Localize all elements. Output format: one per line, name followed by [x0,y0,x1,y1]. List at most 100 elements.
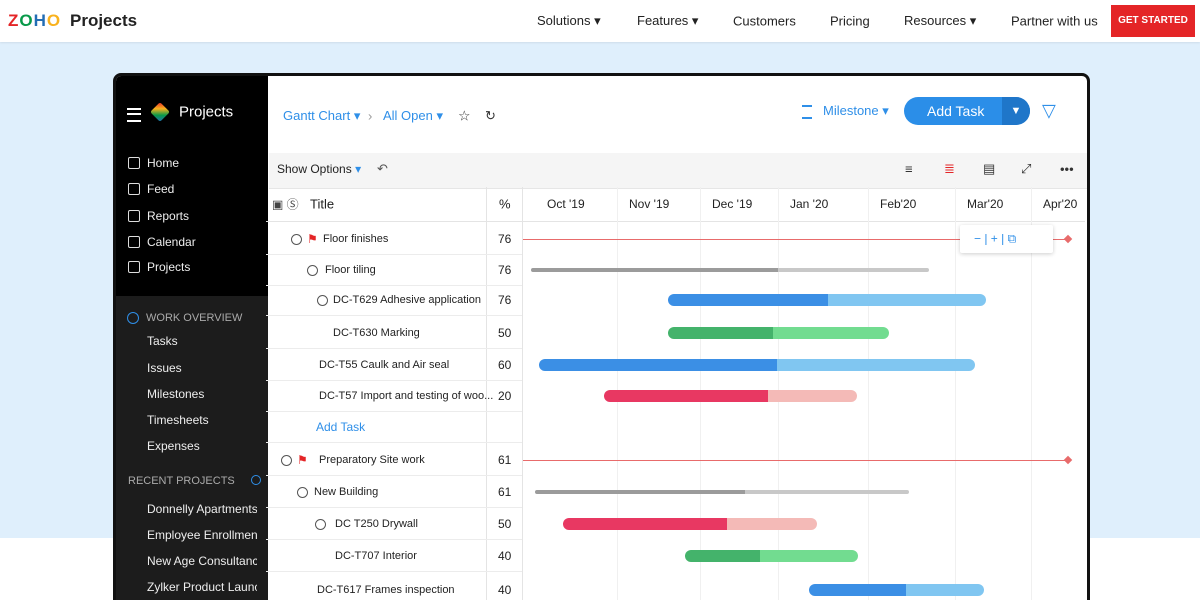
nav-item[interactable]: Customers [733,13,796,29]
add-task-link[interactable]: Add Task [316,420,366,434]
project-item[interactable]: Employee Enrollment [147,528,257,542]
task-title[interactable]: Floor finishes [323,233,389,245]
milestone-icon [802,105,812,119]
undo-icon[interactable]: ↶ [377,161,388,176]
task-bar[interactable] [539,359,975,371]
toolbar-icon[interactable]: ≣ [944,161,955,176]
toolbar-icon[interactable]: ≡ [905,161,913,177]
task-title[interactable]: DC-T57 Import and testing of woo... [319,390,494,402]
show-options[interactable]: Show Options ▾ [277,162,362,176]
menu-icon [128,183,140,195]
task-title[interactable]: DC-T707 Interior [335,550,417,562]
task-title[interactable]: DC-T55 Caulk and Air seal [319,359,450,371]
menu-icon [128,261,140,273]
collapse-icon[interactable] [281,455,292,466]
caret: ▾ [590,13,601,28]
toolbar-icon[interactable]: ⤢ [1021,161,1032,176]
search-icon[interactable] [251,475,261,485]
project-item[interactable]: New Age Consultancy [147,554,257,568]
toolbar-icon[interactable]: ▤ [983,161,996,176]
task-bar[interactable] [685,550,858,562]
month-label: Dec '19 [712,197,753,211]
sidebar-bottom [116,296,268,600]
star-icon[interactable]: ☆ [458,107,471,124]
add-task-dropdown[interactable]: ▼ [1002,97,1030,125]
milestone-select[interactable]: Milestone ▾ [823,103,889,118]
add-task-label[interactable]: Add Task [927,103,985,119]
view-select[interactable]: Gantt Chart ▾ [283,108,361,123]
project-item[interactable]: Zylker Product Launch [147,580,257,594]
task-bar[interactable] [531,268,929,272]
top-nav [0,0,1200,42]
task-bar[interactable] [604,390,857,402]
task-title[interactable]: New Building [314,486,379,498]
filter-select[interactable]: All Open ▾ [383,108,444,123]
row-line [266,285,522,286]
work-item[interactable]: Tasks [147,334,178,348]
month-label: Apr'20 [1043,197,1078,211]
nav-item[interactable]: Pricing [830,13,870,29]
row-line [266,442,522,443]
collapse-icon[interactable] [315,519,326,530]
brand[interactable]: Projects [70,11,138,30]
task-percent: 76 [498,293,512,307]
nav-item[interactable]: Partner with us [1011,13,1098,29]
row-line [266,315,522,316]
title-header[interactable]: Title [310,196,335,212]
task-title[interactable]: Preparatory Site work [319,454,425,466]
task-title[interactable]: DC-T629 Adhesive application [333,294,481,306]
task-bar[interactable] [668,327,889,339]
zoho-logo[interactable]: ZOHO [8,11,61,31]
work-item[interactable]: Milestones [147,387,205,401]
row-line [266,539,522,540]
task-percent: 61 [498,453,512,467]
menu-icon-mid [127,113,141,115]
task-title[interactable]: DC-T617 Frames inspection [317,584,455,596]
work-item[interactable]: Issues [147,361,182,375]
menu-icon [128,157,140,169]
refresh-icon[interactable]: ↻ [485,108,496,123]
menu-item[interactable]: Feed [147,182,175,196]
task-bar[interactable] [809,584,984,596]
work-item[interactable]: Expenses [147,439,200,453]
title-icons: ▣ Ⓢ [272,197,299,212]
month-label: Oct '19 [547,197,585,211]
collapse-icon[interactable] [317,295,328,306]
nav-item[interactable]: Features ▾ [637,13,699,28]
task-bar[interactable] [668,294,986,306]
logo-letter: H [33,11,47,30]
logo-letter: O [46,11,62,30]
app-brand[interactable]: Projects [179,103,234,121]
logo-letter: Z [8,11,20,30]
task-percent: 60 [498,358,512,372]
cta-button[interactable]: GET STARTED [1111,5,1195,37]
row-line [266,411,522,412]
menu-icon[interactable] [127,108,141,122]
menu-item[interactable]: Reports [147,209,190,223]
collapse-icon[interactable] [307,265,318,276]
task-percent: 20 [498,389,512,403]
task-title[interactable]: DC T250 Drywall [335,518,418,530]
task-bar[interactable] [535,490,909,494]
work-item[interactable]: Timesheets [147,413,209,427]
task-title[interactable]: Floor tiling [325,264,376,276]
nav-item[interactable]: Solutions ▾ [537,13,601,28]
milestone-flag: ⚑ [297,453,308,467]
project-item[interactable]: Donnelly Apartments [147,502,257,516]
zoom-controls[interactable]: − | + | ⧉ [974,231,1017,246]
task-bar[interactable] [563,518,817,530]
menu-item[interactable]: Calendar [147,235,196,249]
collapse-icon[interactable] [297,487,308,498]
menu-item[interactable]: Home [147,156,180,170]
task-title[interactable]: DC-T630 Marking [333,327,420,339]
percent-header[interactable]: % [499,196,511,212]
collapse-icon[interactable] [291,234,302,245]
toolbar-icon[interactable]: ••• [1060,161,1074,177]
col-divider [522,187,523,600]
task-percent: 76 [498,232,512,246]
filter-icon[interactable]: ▽ [1042,100,1056,121]
task-percent: 61 [498,485,512,499]
menu-item[interactable]: Projects [147,260,191,274]
nav-item[interactable]: Resources ▾ [904,13,977,28]
row-line [266,475,522,476]
